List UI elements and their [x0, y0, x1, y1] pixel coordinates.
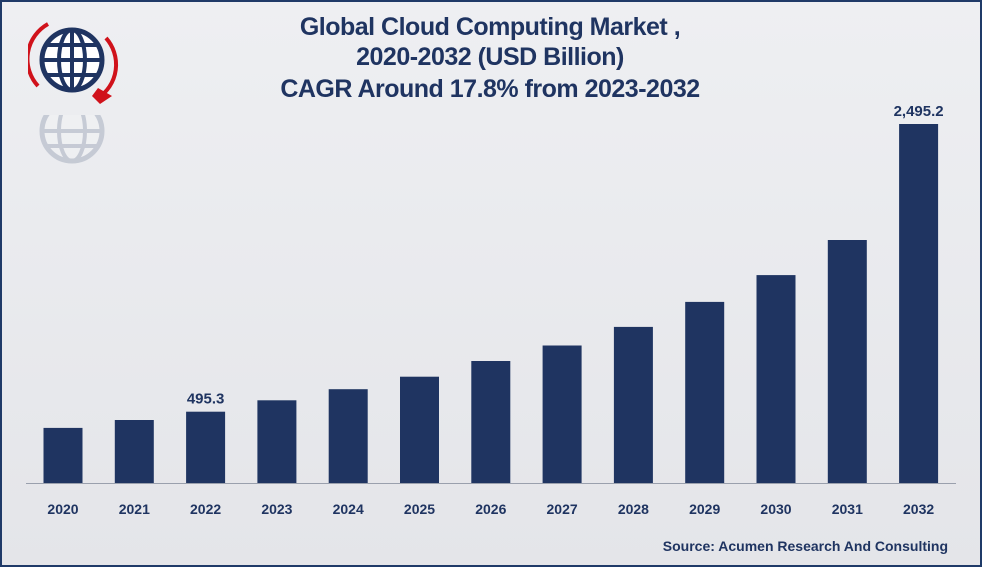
x-tick-label-2020: 2020	[47, 501, 78, 517]
source-note: Source: Acumen Research And Consulting	[662, 538, 948, 554]
bar-2024	[328, 389, 368, 483]
bar-2028	[613, 326, 653, 483]
bar-2025	[400, 376, 439, 483]
data-label-2032: 2,495.2	[894, 103, 944, 120]
bar-2031	[827, 240, 867, 483]
bar-2020	[43, 427, 83, 483]
x-tick-label-2027: 2027	[547, 501, 578, 517]
x-tick-label-2028: 2028	[618, 501, 649, 517]
x-tick-label-2022: 2022	[190, 501, 221, 517]
bar-2023	[257, 400, 297, 483]
chart-title-line-1: Global Cloud Computing Market ,	[299, 13, 681, 41]
bar-2021	[114, 420, 154, 483]
bar-2029	[685, 301, 725, 483]
x-tick-label-2029: 2029	[689, 501, 720, 517]
globe-logo-reflection	[28, 98, 120, 175]
x-tick-label-2031: 2031	[832, 501, 863, 517]
x-tick-label-2026: 2026	[475, 501, 506, 517]
x-tick-label-2030: 2030	[760, 501, 791, 517]
x-tick-label-2023: 2023	[261, 501, 292, 517]
x-tick-label-2021: 2021	[119, 501, 150, 517]
bar-2032	[899, 124, 939, 483]
x-tick-label-2024: 2024	[333, 501, 364, 517]
bar-2027	[542, 345, 582, 483]
x-tick-label-2032: 2032	[903, 501, 934, 517]
x-tick-label-2025: 2025	[404, 501, 435, 517]
data-label-2022: 495.3	[187, 391, 225, 408]
chart-title-line-2: 2020-2032 (USD Billion)	[356, 43, 624, 71]
globe-logo-icon	[25, 16, 120, 113]
bar-2030	[756, 275, 796, 483]
bar-2022	[186, 411, 226, 483]
bar-2026	[471, 361, 511, 483]
chart-title-line-3: CAGR Around 17.8% from 2023-2032	[280, 75, 700, 103]
